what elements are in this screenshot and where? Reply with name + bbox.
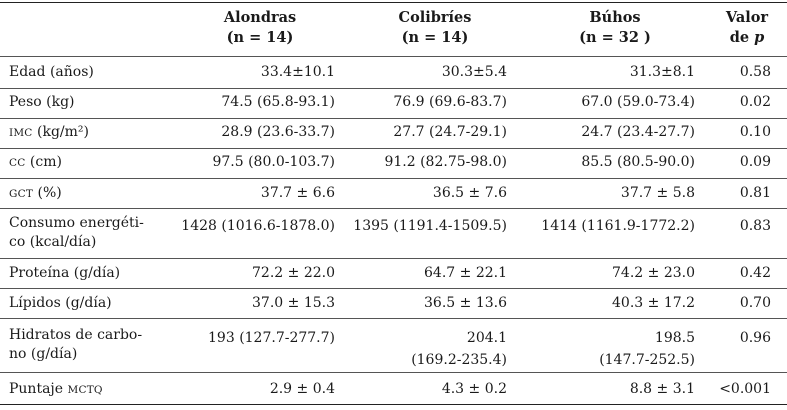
cell-colibries: 76.9 (69.6-83.7) xyxy=(393,94,507,110)
cell-alondras: 193 (127.7-277.7) xyxy=(208,330,335,346)
row-label: CC (cm) xyxy=(9,154,62,170)
cell-alondras: 28.9 (23.6-33.7) xyxy=(221,124,335,140)
cell-colibries: 36.5 ± 7.6 xyxy=(432,185,507,201)
cell-alondras: 2.9 ± 0.4 xyxy=(269,381,335,397)
row-divider xyxy=(0,118,787,119)
cell-alondras: 74.5 (65.8-93.1) xyxy=(221,94,335,110)
cell-colibries: 204.1 (169.2-235.4) xyxy=(411,330,507,368)
row-divider xyxy=(0,178,787,179)
cell-buhos: 24.7 (23.4-27.7) xyxy=(581,124,695,140)
cell-alondras: 37.0 ± 15.3 xyxy=(252,295,335,311)
row-label: Proteína (g/día) xyxy=(9,265,121,281)
cell-colibries: 36.5 ± 13.6 xyxy=(424,295,507,311)
row-label: Consumo energéti- co (kcal/día) xyxy=(9,215,144,250)
cell-colibries: 1395 (1191.4-1509.5) xyxy=(353,218,507,234)
cell-buhos: 85.5 (80.5-90.0) xyxy=(581,154,695,170)
cell-buhos: 1414 (1161.9-1772.2) xyxy=(541,218,695,234)
cell-p-value: 0.10 xyxy=(739,124,771,140)
cell-buhos: 74.2 ± 23.0 xyxy=(612,265,695,281)
cell-p-value: 0.70 xyxy=(739,295,771,311)
cell-buhos: 40.3 ± 17.2 xyxy=(612,295,695,311)
cell-buhos: 67.0 (59.0-73.4) xyxy=(581,94,695,110)
cell-p-value: 0.58 xyxy=(739,64,771,80)
row-divider xyxy=(0,88,787,89)
header-colibries: Colibríes (n = 14) xyxy=(398,9,472,46)
row-divider xyxy=(0,288,787,289)
row-label: GCT (%) xyxy=(9,185,62,201)
bottom-rule xyxy=(0,404,787,405)
cell-buhos: 8.8 ± 3.1 xyxy=(629,381,695,397)
cell-colibries: 4.3 ± 0.2 xyxy=(441,381,507,397)
cell-p-value: 0.83 xyxy=(739,218,771,234)
row-label: Peso (kg) xyxy=(9,94,75,110)
cell-colibries: 27.7 (24.7-29.1) xyxy=(393,124,507,140)
cell-buhos: 198.5 (147.7-252.5) xyxy=(599,330,695,368)
row-label: Edad (años) xyxy=(9,64,94,80)
row-divider xyxy=(0,208,787,209)
row-divider xyxy=(0,258,787,259)
row-divider xyxy=(0,318,787,319)
cell-p-value: 0.09 xyxy=(739,154,771,170)
cell-p-value: 0.81 xyxy=(739,185,771,201)
cell-p-value: 0.96 xyxy=(739,330,771,346)
cell-p-value: <0.001 xyxy=(719,381,771,397)
cell-alondras: 37.7 ± 6.6 xyxy=(260,185,335,201)
header-alondras: Alondras (n = 14) xyxy=(223,9,297,46)
row-label: IMC (kg/m²) xyxy=(9,124,89,140)
cell-buhos: 31.3±8.1 xyxy=(629,64,695,80)
row-divider xyxy=(0,372,787,373)
header-rule xyxy=(0,56,787,57)
cell-colibries: 64.7 ± 22.1 xyxy=(424,265,507,281)
top-rule xyxy=(0,2,787,3)
header-buhos: Búhos (n = 32 ) xyxy=(579,9,651,46)
cell-alondras: 1428 (1016.6-1878.0) xyxy=(181,218,335,234)
row-label: Hidratos de carbo- no (g/día) xyxy=(9,327,143,362)
header-p-value: Valor de p xyxy=(725,9,769,46)
cell-buhos: 37.7 ± 5.8 xyxy=(620,185,695,201)
cell-alondras: 33.4±10.1 xyxy=(260,64,335,80)
row-label: Lípidos (g/día) xyxy=(9,295,112,311)
cell-alondras: 97.5 (80.0-103.7) xyxy=(212,154,335,170)
row-divider xyxy=(0,148,787,149)
cell-p-value: 0.02 xyxy=(739,94,771,110)
cell-p-value: 0.42 xyxy=(739,265,771,281)
cell-colibries: 91.2 (82.75-98.0) xyxy=(384,154,507,170)
row-label: Puntaje MCTQ xyxy=(9,381,103,397)
cell-colibries: 30.3±5.4 xyxy=(441,64,507,80)
cell-alondras: 72.2 ± 22.0 xyxy=(252,265,335,281)
